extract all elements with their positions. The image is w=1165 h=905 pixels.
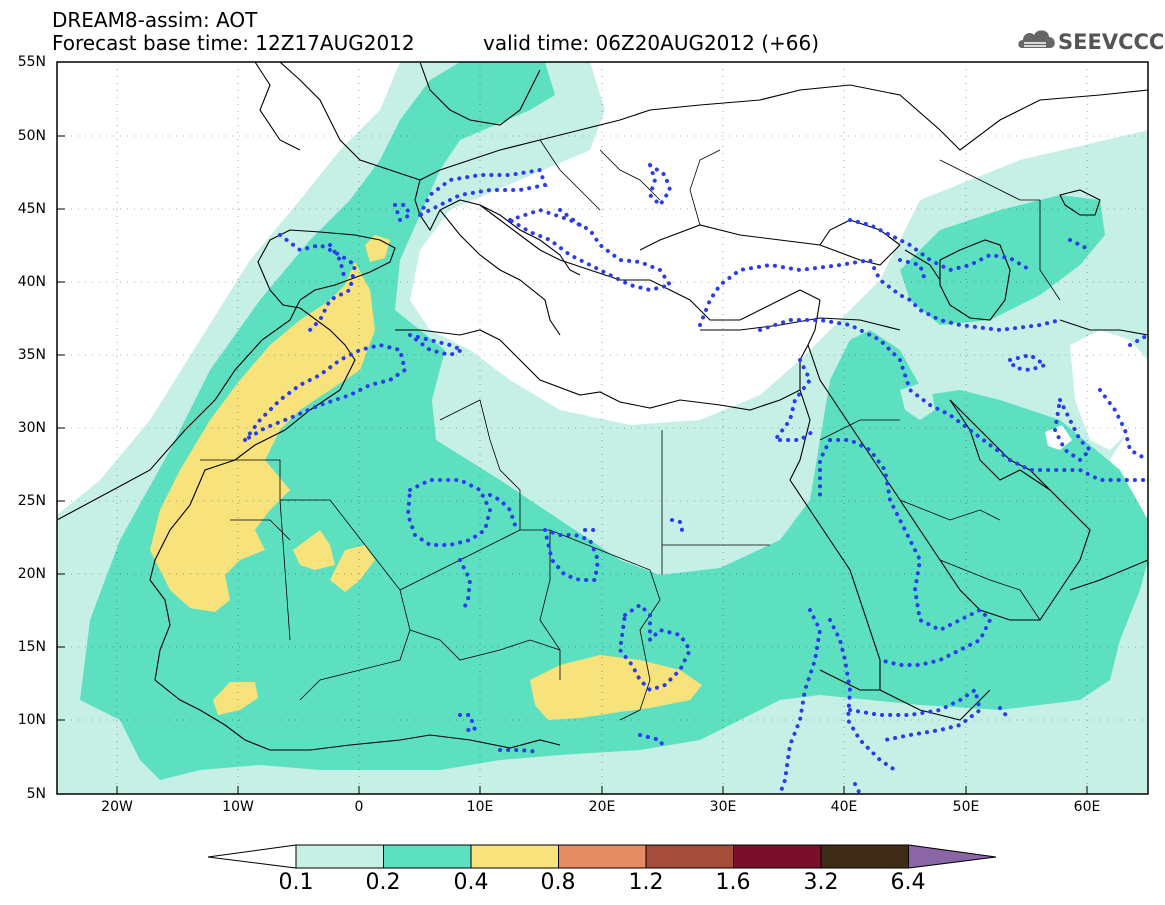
colorbar-label: 0.8 <box>540 870 576 895</box>
colorbar-label: 0.4 <box>453 870 489 895</box>
lat-label: 40N <box>17 274 46 290</box>
logo-text: SEEVCCC <box>1058 30 1165 54</box>
aot-contour-below-0.1-iran <box>1070 330 1148 450</box>
seevccc-logo: SEEVCCC <box>1016 24 1164 60</box>
colorbar <box>207 844 997 869</box>
lon-label: 10E <box>466 799 494 815</box>
aot-contour-0.4-nw-africa <box>150 262 375 612</box>
lat-label: 10N <box>17 712 46 728</box>
colorbar-swatch <box>645 844 734 869</box>
lat-label: 15N <box>17 639 46 655</box>
aot-contour-0.4-sahara-b <box>330 545 375 592</box>
colorbar-label: 6.4 <box>890 870 926 895</box>
colorbar-label: 3.2 <box>803 870 839 895</box>
aot-contour-0.2 <box>80 62 1148 780</box>
lon-label: 0 <box>354 799 364 815</box>
borders <box>200 139 1061 721</box>
aot-contour-0.2-caspian <box>900 195 1105 325</box>
colorbar-swatch <box>558 844 647 869</box>
valid-time: valid time: 06Z20AUG2012 (+66) <box>483 31 820 55</box>
lat-label: 5N <box>26 786 46 802</box>
lon-label: 10W <box>222 799 254 815</box>
graticule <box>57 62 1148 794</box>
axis-ticks <box>57 61 1088 794</box>
lon-label: 30E <box>709 799 737 815</box>
lon-label: 50E <box>952 799 980 815</box>
colorbar-over <box>908 844 997 869</box>
lat-label: 30N <box>17 420 46 436</box>
colorbar-label: 1.6 <box>715 870 751 895</box>
lon-label: 40E <box>830 799 858 815</box>
colorbar-swatch <box>733 844 822 869</box>
lat-label: 55N <box>17 54 46 70</box>
colorbar-label: 0.1 <box>278 870 314 895</box>
colorbar-label: 1.2 <box>628 870 664 895</box>
aot-contour-0.4-sahel-west <box>213 682 258 715</box>
lat-label: 50N <box>17 128 46 144</box>
lon-label: 20W <box>101 799 133 815</box>
colorbar-swatch <box>295 844 384 869</box>
lon-label: 20E <box>588 799 616 815</box>
lat-label: 25N <box>17 493 46 509</box>
colorbar-swatch <box>383 844 472 869</box>
dotted-contours <box>243 160 1148 794</box>
cloud-icon <box>1018 30 1055 48</box>
aot-contour-0.4-sahara-a <box>293 530 335 570</box>
lat-label: 20N <box>17 566 46 582</box>
aot-contour-0.4-chad <box>530 655 702 720</box>
lat-label: 35N <box>17 347 46 363</box>
colorbar-label: 0.2 <box>365 870 401 895</box>
map-title: DREAM8-assim: AOT <box>52 8 258 32</box>
forecast-base-time: Forecast base time: 12Z17AUG2012 <box>52 31 415 55</box>
lon-label: 60E <box>1073 799 1101 815</box>
colorbar-swatch <box>820 844 909 869</box>
colorbar-under <box>207 844 297 869</box>
lat-label: 45N <box>17 201 46 217</box>
colorbar-swatch <box>470 844 559 869</box>
